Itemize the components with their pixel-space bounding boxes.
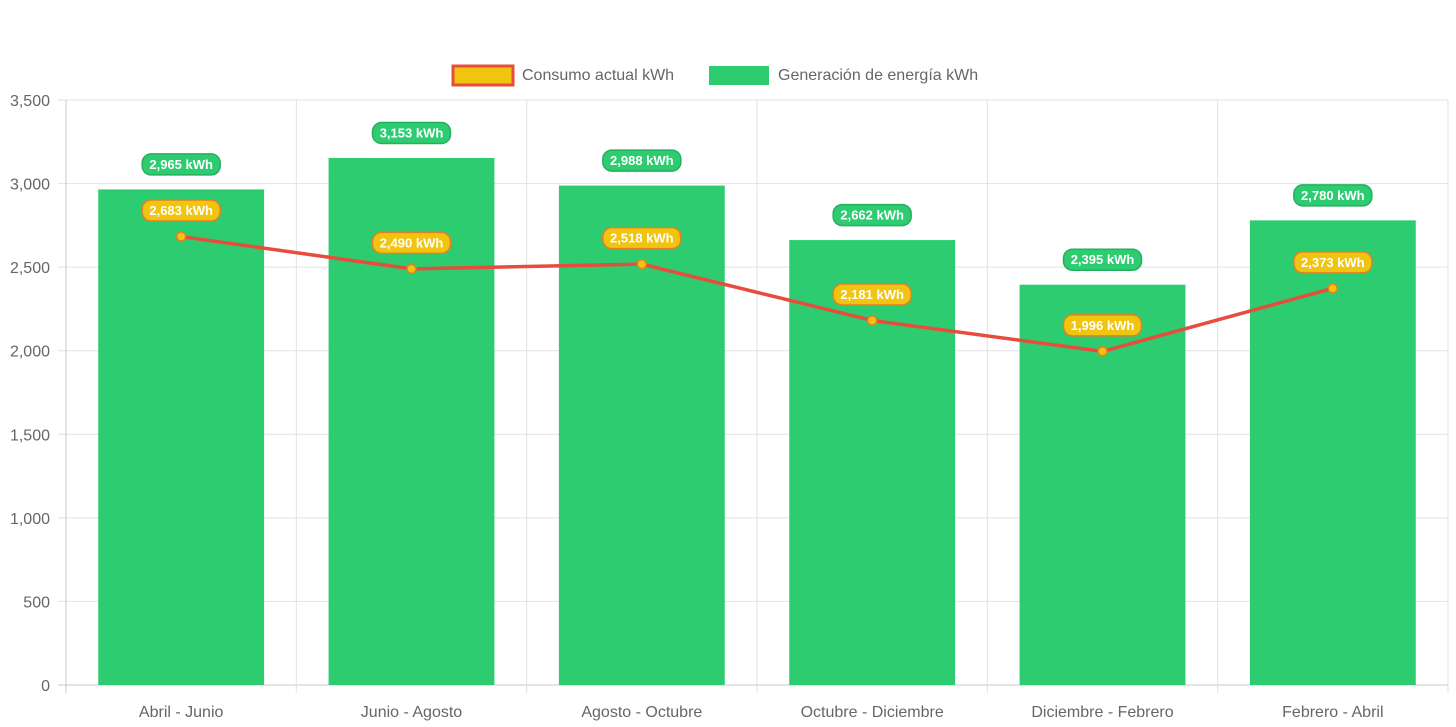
y-tick-label: 2,500 xyxy=(10,260,50,277)
x-tick-label: Octubre - Diciembre xyxy=(801,704,944,721)
bar-value-label: 2,395 kWh xyxy=(1062,248,1143,271)
line-value-label-text: 2,181 kWh xyxy=(840,287,904,302)
bar-value-label-bg xyxy=(141,153,221,176)
line-series xyxy=(175,231,1339,357)
bar-value-label-bg xyxy=(602,149,682,172)
bar-value-label: 2,965 kWh xyxy=(141,153,221,176)
legend-label-generacion: Generación de energía kWh xyxy=(778,67,978,84)
bars xyxy=(98,157,1416,686)
line-value-label: 2,181 kWh xyxy=(832,283,912,306)
x-tick-label: Abril - Junio xyxy=(139,704,224,721)
y-tick-label: 1,500 xyxy=(10,427,50,444)
line-value-label: 2,518 kWh xyxy=(602,226,682,250)
line-value-label: 1,996 kWh xyxy=(1062,314,1143,337)
y-tick-label: 2,000 xyxy=(10,344,50,361)
bar-value-label: 3,153 kWh xyxy=(371,121,452,145)
line-value-label-bg xyxy=(602,226,682,250)
y-tick-label: 3,000 xyxy=(10,177,50,194)
line-point[interactable] xyxy=(636,258,648,270)
legend-swatch-generacion xyxy=(709,66,769,85)
line-value-label: 2,373 kWh xyxy=(1293,251,1373,274)
line-point[interactable] xyxy=(175,231,187,242)
line-value-label-bg xyxy=(1293,251,1373,274)
bar-value-label-text: 2,662 kWh xyxy=(840,208,904,223)
bar-value-label-bg xyxy=(832,203,912,227)
legend-item-consumo[interactable]: Consumo actual kWh xyxy=(451,64,674,87)
legend[interactable]: Consumo actual kWh Generación de energía… xyxy=(451,64,978,87)
line-value-label-text: 2,683 kWh xyxy=(149,203,213,218)
bar-value-label: 2,780 kWh xyxy=(1293,184,1373,207)
x-tick-label: Diciembre - Febrero xyxy=(1031,704,1173,721)
bar-value-label-text: 2,780 kWh xyxy=(1301,188,1365,203)
y-tick-label: 3,500 xyxy=(10,93,50,110)
consumo-line xyxy=(180,234,1334,354)
line-value-label-text: 2,518 kWh xyxy=(610,231,674,246)
bar-value-label-text: 2,965 kWh xyxy=(149,157,213,172)
bar[interactable] xyxy=(98,189,265,685)
bar[interactable] xyxy=(789,240,956,685)
x-tick-label: Febrero - Abril xyxy=(1282,704,1383,721)
line-value-label-text: 1,996 kWh xyxy=(1071,318,1135,333)
line-value-label-bg xyxy=(1062,314,1143,337)
bar-value-label-text: 2,988 kWh xyxy=(610,153,674,168)
bar-value-label: 2,662 kWh xyxy=(832,203,912,227)
line-value-label: 2,683 kWh xyxy=(141,199,221,222)
x-tick-label: Agosto - Octubre xyxy=(581,704,702,721)
line-value-label: 2,490 kWh xyxy=(371,231,452,255)
bar-value-label-bg xyxy=(1293,184,1373,207)
data-labels: 2,965 kWh 3,153 kWh 2,988 kWh 2,662 kWh 2,39… xyxy=(141,121,1373,337)
line-point[interactable] xyxy=(1327,283,1339,294)
line-point[interactable] xyxy=(1097,346,1108,357)
y-tick-label: 500 xyxy=(23,594,50,611)
x-tick-label: Junio - Agosto xyxy=(361,704,463,721)
line-point[interactable] xyxy=(406,263,417,275)
line-value-label-text: 2,490 kWh xyxy=(380,235,444,250)
grid xyxy=(58,99,1449,693)
legend-label-consumo: Consumo actual kWh xyxy=(522,67,674,84)
bar-value-label-bg xyxy=(1062,248,1143,271)
legend-item-generacion[interactable]: Generación de energía kWh xyxy=(709,66,978,85)
line-value-label-text: 2,373 kWh xyxy=(1301,255,1365,270)
line-value-label-bg xyxy=(371,231,452,255)
axes: 0 500 1,000 1,500 2,000 2,500 3,000 3,500 Abril … xyxy=(10,93,1384,721)
line-value-label-bg xyxy=(141,199,221,222)
bar-value-label-text: 3,153 kWh xyxy=(380,125,444,140)
bar-value-label-bg xyxy=(371,121,452,145)
bar[interactable] xyxy=(1249,220,1416,686)
y-tick-label: 0 xyxy=(41,678,50,695)
bar-value-label: 2,988 kWh xyxy=(602,149,682,172)
legend-swatch-consumo xyxy=(451,64,515,87)
bar-value-label-text: 2,395 kWh xyxy=(1071,252,1135,267)
line-point[interactable] xyxy=(866,315,878,326)
y-tick-label: 1,000 xyxy=(10,511,50,528)
line-value-label-bg xyxy=(832,283,912,306)
